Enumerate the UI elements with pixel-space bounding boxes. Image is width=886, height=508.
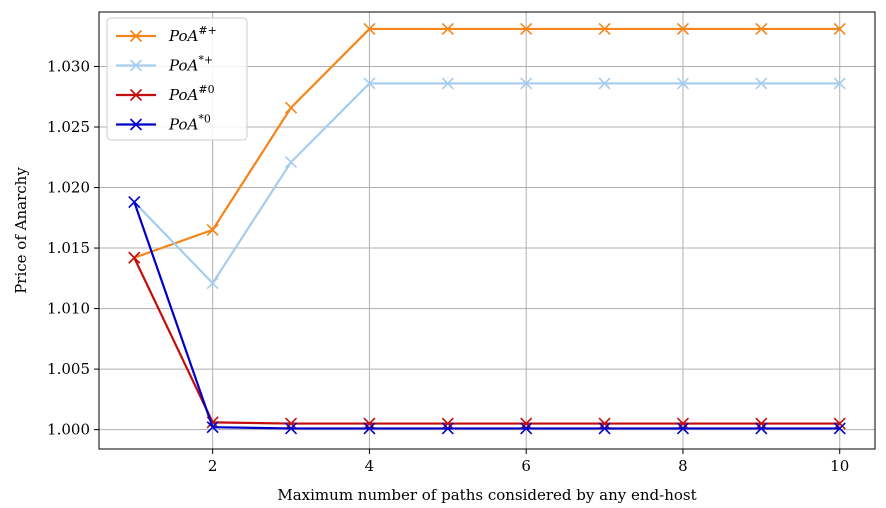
- x-axis-ticks: 2 4 6 8 10: [208, 449, 849, 475]
- data-point-marker: [755, 417, 768, 430]
- data-point-marker: [676, 422, 690, 435]
- legend-item: PoA*0: [116, 113, 211, 134]
- x-axis-label: Maximum number of paths considered by an…: [277, 486, 696, 504]
- legend-box: [106, 17, 248, 141]
- legend-marker: [129, 59, 143, 72]
- data-point-marker: [598, 77, 611, 90]
- data-point-marker: [284, 156, 298, 169]
- x-tick-label: 10: [830, 457, 849, 475]
- plot-frame: [98, 11, 876, 450]
- legend-label: PoA#+: [168, 24, 217, 45]
- y-tick-label: 1.010: [47, 300, 90, 318]
- series-line: [133, 201, 840, 430]
- y-axis-ticks: 1.000 1.005 1.010 1.015 1.020 1.025 1.030: [47, 57, 99, 439]
- legend-label: PoA#0: [168, 83, 215, 104]
- data-point-marker: [284, 101, 298, 114]
- series-line: [133, 27, 840, 259]
- legend-item: PoA#+: [116, 24, 217, 45]
- y-tick-label: 1.025: [47, 118, 90, 136]
- data-point-marker: [206, 421, 219, 434]
- legend-marker: [129, 29, 143, 43]
- data-point-marker: [520, 417, 533, 430]
- x-tick-label: 4: [365, 457, 375, 475]
- series-3: [128, 251, 846, 430]
- data-point-marker: [833, 77, 846, 90]
- series-4: [128, 195, 846, 435]
- legend-item: PoA*+: [116, 54, 213, 75]
- y-tick-label: 1.005: [47, 360, 90, 378]
- legend-marker: [129, 88, 143, 102]
- data-point-marker: [833, 417, 846, 430]
- data-point-marker: [284, 417, 298, 430]
- data-point-marker: [755, 422, 768, 435]
- data-point-marker: [363, 422, 376, 435]
- data-point-marker: [755, 77, 768, 90]
- series-layer: [128, 22, 846, 435]
- data-point-marker: [520, 422, 533, 435]
- series-line: [133, 82, 840, 285]
- y-tick-label: 1.030: [47, 57, 90, 75]
- data-point-marker: [598, 417, 611, 430]
- data-point-marker: [128, 251, 141, 264]
- data-point-marker: [206, 223, 219, 236]
- data-point-marker: [441, 417, 454, 430]
- legend-label: PoA*0: [168, 113, 211, 134]
- data-point-marker: [441, 422, 454, 435]
- data-point-marker: [128, 195, 141, 209]
- data-point-marker: [833, 22, 846, 36]
- data-point-marker: [520, 77, 533, 90]
- x-tick-label: 8: [678, 457, 688, 475]
- data-point-marker: [363, 77, 376, 90]
- series-2: [128, 77, 846, 290]
- data-point-marker: [833, 422, 846, 435]
- legend-label: PoA*+: [168, 54, 213, 75]
- data-point-marker: [284, 422, 298, 435]
- data-point-marker: [441, 22, 454, 36]
- y-tick-label: 1.000: [47, 421, 90, 439]
- legend-marker: [129, 118, 143, 131]
- data-point-marker: [363, 417, 376, 430]
- data-point-marker: [676, 22, 690, 36]
- y-axis-label: Price of Anarchy: [12, 167, 30, 294]
- legend: PoA#+ PoA*+ PoA#0 PoA*0: [106, 17, 248, 141]
- data-point-marker: [598, 22, 611, 36]
- data-point-marker: [520, 22, 533, 36]
- data-point-marker: [441, 77, 454, 90]
- legend-item: PoA#0: [116, 83, 215, 104]
- data-point-marker: [363, 22, 376, 36]
- y-tick-label: 1.020: [47, 179, 90, 197]
- y-tick-label: 1.015: [47, 239, 90, 257]
- x-tick-label: 2: [208, 457, 218, 475]
- x-tick-label: 6: [521, 457, 531, 475]
- data-point-marker: [755, 22, 768, 36]
- data-point-marker: [206, 277, 219, 290]
- data-point-marker: [676, 417, 690, 430]
- data-point-marker: [676, 77, 690, 90]
- series-line: [133, 257, 840, 425]
- data-point-marker: [598, 422, 611, 435]
